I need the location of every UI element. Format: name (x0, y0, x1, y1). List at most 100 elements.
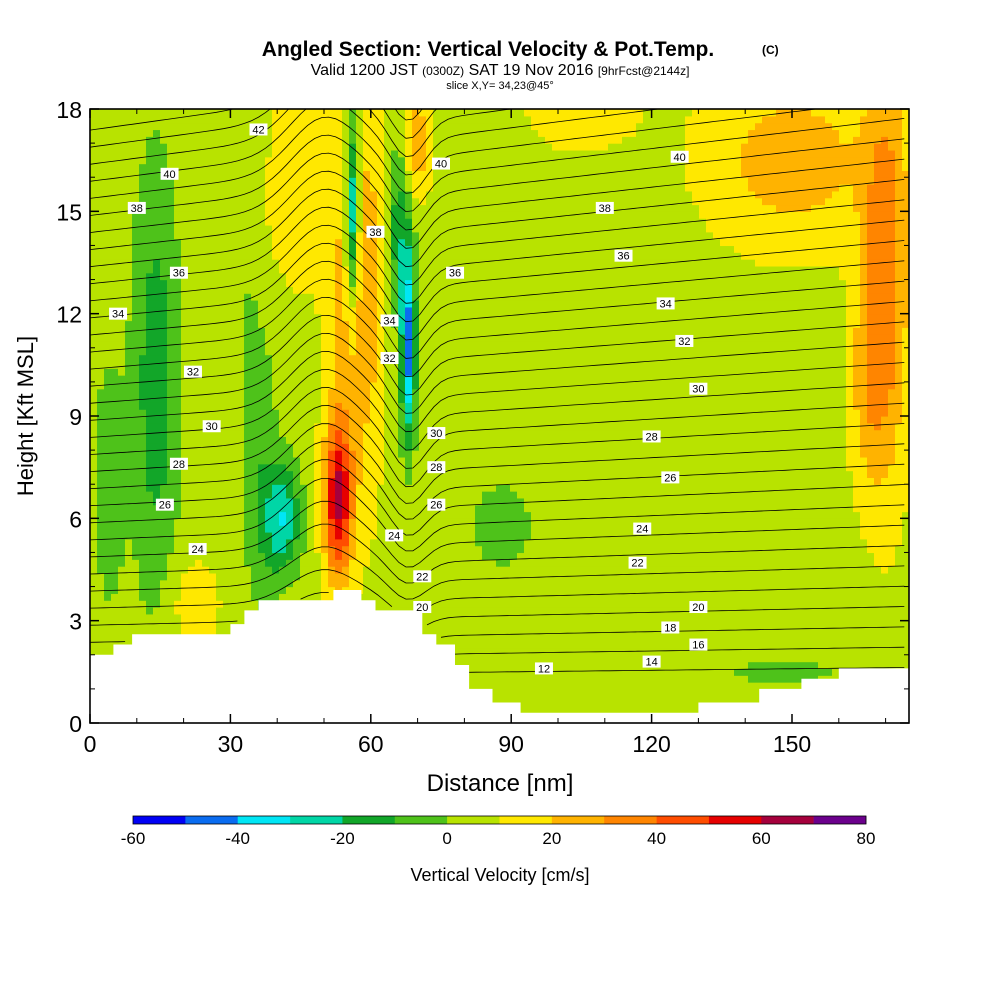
velocity-cell (433, 368, 441, 376)
velocity-cell (125, 327, 133, 335)
velocity-cell (363, 545, 371, 554)
velocity-cell (447, 443, 455, 451)
velocity-cell (475, 511, 483, 519)
velocity-cell (300, 416, 308, 424)
velocity-cell (125, 429, 133, 438)
velocity-cell (97, 641, 105, 649)
velocity-cell (433, 245, 441, 253)
velocity-cell (265, 470, 273, 478)
velocity-cell (412, 184, 420, 192)
velocity-cell (90, 252, 98, 260)
velocity-cell (321, 593, 329, 601)
velocity-cell (125, 470, 133, 478)
velocity-cell (153, 184, 161, 192)
velocity-cell (412, 593, 420, 601)
velocity-cell (160, 224, 168, 233)
velocity-cell (160, 340, 168, 349)
velocity-cell (412, 279, 420, 287)
velocity-cell (237, 313, 245, 322)
velocity-cell (181, 613, 189, 622)
velocity-cell (468, 252, 476, 260)
velocity-cell (237, 572, 245, 581)
velocity-cell (440, 627, 448, 635)
velocity-cell (461, 443, 469, 451)
velocity-cell (125, 279, 133, 287)
velocity-cell (447, 456, 455, 465)
velocity-cell (160, 354, 168, 363)
velocity-cell (328, 334, 336, 342)
velocity-cell (447, 245, 455, 253)
velocity-cell (132, 450, 140, 458)
velocity-cell (349, 381, 357, 390)
velocity-cell (90, 463, 98, 472)
velocity-cell (272, 497, 280, 506)
velocity-cell (279, 525, 287, 533)
velocity-cell (335, 375, 343, 383)
velocity-cell (139, 559, 147, 567)
velocity-cell (377, 238, 385, 247)
velocity-cell (384, 409, 392, 417)
velocity-cell (146, 115, 154, 124)
velocity-cell (433, 129, 441, 137)
velocity-cell (363, 579, 371, 588)
velocity-cell (139, 286, 147, 294)
velocity-cell (335, 300, 343, 308)
velocity-cell (307, 566, 315, 574)
velocity-cell (132, 170, 140, 178)
velocity-cell (314, 395, 322, 403)
velocity-cell (111, 538, 119, 547)
velocity-cell (125, 538, 133, 547)
velocity-cell (377, 327, 385, 335)
velocity-cell (146, 136, 154, 144)
velocity-cell (125, 245, 133, 253)
velocity-cell (314, 170, 322, 178)
velocity-cell (300, 531, 308, 540)
velocity-cell (419, 491, 427, 499)
velocity-cell (111, 170, 119, 178)
velocity-cell (363, 129, 371, 137)
velocity-cell (349, 559, 357, 567)
velocity-cell (188, 559, 196, 567)
velocity-cell (349, 436, 357, 444)
velocity-cell (419, 416, 427, 424)
velocity-cell (419, 579, 427, 588)
velocity-cell (251, 525, 259, 533)
velocity-cell (419, 559, 427, 567)
velocity-cell (111, 361, 119, 369)
velocity-cell (419, 115, 427, 124)
velocity-cell (251, 286, 259, 294)
velocity-cell (363, 416, 371, 424)
velocity-cell (321, 231, 329, 240)
velocity-cell (307, 463, 315, 472)
velocity-cell (370, 115, 378, 124)
velocity-cell (125, 463, 133, 472)
velocity-cell (349, 224, 357, 233)
velocity-cell (314, 559, 322, 567)
velocity-cell (146, 491, 154, 499)
velocity-cell (300, 368, 308, 376)
velocity-cell (377, 518, 385, 526)
velocity-cell (258, 463, 266, 472)
velocity-cell (258, 231, 266, 240)
velocity-cell (328, 586, 336, 594)
velocity-cell (293, 477, 301, 485)
velocity-cell (384, 218, 392, 226)
velocity-cell (300, 347, 308, 356)
velocity-cell (426, 586, 434, 594)
velocity-cell (216, 381, 224, 390)
velocity-cell (174, 545, 182, 554)
velocity-cell (216, 538, 224, 547)
velocity-cell (104, 109, 112, 117)
velocity-cell (237, 136, 245, 144)
velocity-cell (90, 545, 98, 554)
velocity-cell (118, 375, 126, 383)
velocity-cell (223, 525, 231, 533)
velocity-cell (461, 340, 469, 349)
velocity-cell (251, 327, 259, 335)
velocity-cell (244, 416, 252, 424)
velocity-cell (258, 429, 266, 438)
velocity-cell (300, 170, 308, 178)
velocity-cell (363, 531, 371, 540)
velocity-cell (167, 409, 175, 417)
velocity-cell (349, 272, 357, 281)
